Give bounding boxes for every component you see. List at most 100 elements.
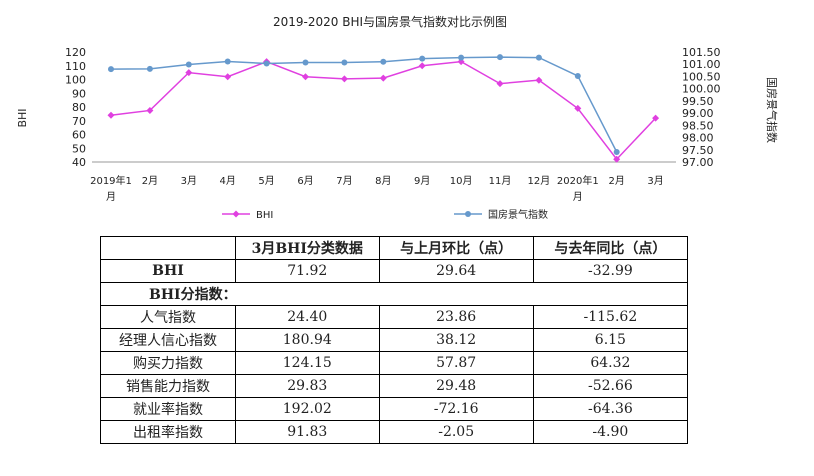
- table-cell: 180.94: [234, 328, 380, 352]
- bhi-data-point: [613, 155, 621, 163]
- table-cell: -64.36: [532, 397, 689, 421]
- table-cell: 销售能力指数: [100, 374, 236, 398]
- legend-guofang-marker: [465, 211, 471, 217]
- bhi-data-point: [107, 111, 115, 119]
- table-cell: -115.62: [532, 305, 689, 329]
- series-layer: [107, 54, 660, 163]
- table-cell: 64.32: [532, 351, 689, 375]
- right-axis-ticks: 97.0097.5098.0098.5099.0099.50100.00100.…: [682, 46, 721, 169]
- table-row-bhi: BHI 71.92 29.64 -32.99: [100, 259, 689, 283]
- table-row: 销售能力指数 29.83 29.48 -52.66: [100, 374, 689, 398]
- bhi-data-point: [418, 62, 426, 70]
- guofang-data-point: [185, 61, 192, 68]
- right-tick-label: 98.00: [682, 132, 714, 145]
- chart-title: 2019-2020 BHI与国房景气指数对比示例图: [273, 14, 507, 29]
- guofang-data-point: [380, 58, 387, 65]
- x-tick-label: 3月: [647, 175, 663, 187]
- x-tick-label: 12月: [528, 175, 551, 187]
- left-tick-label: 50: [72, 142, 86, 155]
- guofang-data-point: [574, 72, 581, 79]
- guofang-data-point: [146, 65, 153, 72]
- right-tick-label: 100.00: [682, 83, 721, 96]
- header-cell: [100, 236, 236, 260]
- table-header-row: 3月BHI分类数据 与上月环比（点） 与去年同比（点）: [100, 236, 689, 260]
- guofang-data-point: [458, 54, 465, 61]
- legend-bhi-label: BHI: [256, 210, 273, 221]
- right-tick-label: 101.50: [682, 46, 721, 59]
- left-tick-label: 40: [72, 156, 86, 169]
- table-row: 人气指数 24.40 23.86 -115.62: [100, 305, 689, 329]
- x-tick-label: 2月: [142, 175, 158, 187]
- legend-guofang-label: 国房景气指数: [488, 208, 548, 221]
- table-cell: 购买力指数: [100, 351, 236, 375]
- x-tick-label: 5月: [258, 175, 274, 187]
- left-tick-label: 100: [65, 74, 86, 87]
- legend: BHI 国房景气指数: [222, 208, 548, 221]
- x-tick-label: 4月: [220, 175, 236, 187]
- table-section-row: BHI分指数：: [100, 282, 688, 306]
- table-row: 购买力指数 124.15 57.87 64.32: [100, 351, 689, 375]
- guofang-data-point: [263, 60, 270, 67]
- bhi-data-point: [652, 114, 660, 122]
- right-tick-label: 100.50: [682, 70, 721, 83]
- left-tick-label: 80: [72, 101, 86, 114]
- x-tick-label: 9月: [414, 175, 430, 187]
- table-cell: 出租率指数: [100, 420, 236, 444]
- table-cell: 29.83: [234, 374, 380, 398]
- guofang-data-point: [108, 66, 114, 73]
- guofang-data-point: [341, 59, 348, 66]
- bhi-data-point: [185, 69, 193, 77]
- table-row: 就业率指数 192.02 -72.16 -64.36: [100, 397, 689, 421]
- legend-item-guofang: 国房景气指数: [454, 208, 548, 221]
- table-cell: 就业率指数: [100, 397, 236, 421]
- table-cell: -2.05: [378, 420, 534, 444]
- table-cell: 29.64: [378, 259, 534, 283]
- bhi-data-point: [379, 74, 387, 82]
- guofang-data-point: [302, 59, 309, 66]
- section-label: BHI分指数：: [100, 282, 688, 306]
- table-row: 出租率指数 91.83 -2.05 -4.90: [100, 420, 689, 444]
- table-cell: 24.40: [234, 305, 380, 329]
- guofang-data-point: [419, 55, 426, 62]
- bhi-data-point: [146, 106, 154, 114]
- table-cell: 71.92: [234, 259, 380, 283]
- legend-item-bhi: BHI: [222, 210, 273, 221]
- bhi-data-point: [496, 80, 504, 88]
- table-cell: 124.15: [234, 351, 380, 375]
- guofang-data-point: [497, 54, 503, 61]
- right-tick-label: 101.00: [682, 58, 721, 71]
- bhi-data-point: [535, 76, 543, 84]
- table-cell: 38.12: [378, 328, 534, 352]
- bhi-data-table: 3月BHI分类数据 与上月环比（点） 与去年同比（点） BHI 71.92 29…: [100, 236, 689, 444]
- header-cell: 与去年同比（点）: [532, 236, 689, 260]
- x-tick-label: 7月: [336, 175, 352, 187]
- bhi-data-point: [302, 73, 309, 81]
- left-tick-label: 110: [65, 60, 86, 73]
- table-cell: 6.15: [532, 328, 689, 352]
- table-cell: -32.99: [532, 259, 689, 283]
- table-cell: 57.87: [378, 351, 534, 375]
- table-cell: 23.86: [378, 305, 534, 329]
- table-row: 经理人信心指数 180.94 38.12 6.15: [100, 328, 689, 352]
- table-cell: -72.16: [378, 397, 534, 421]
- right-axis-label: 国房景气指数: [765, 77, 779, 143]
- table-cell: -52.66: [532, 374, 689, 398]
- x-tick-label: 2019年1: [90, 174, 132, 187]
- table-cell: 人气指数: [100, 305, 236, 329]
- x-tick-label: 11月: [489, 175, 512, 187]
- x-axis-ticks: 2019年1 月 2月 3月 4月 5月 6月 7月 8月 9月 10月 11月 12月 2020年1 月 2…: [90, 174, 664, 203]
- x-tick-label: 6月: [297, 175, 313, 187]
- x-tick-label: 8月: [375, 175, 391, 187]
- right-tick-label: 99.00: [682, 107, 714, 120]
- guofang-data-point: [613, 148, 620, 155]
- header-cell: 3月BHI分类数据: [234, 236, 380, 260]
- bhi-data-point: [340, 75, 348, 83]
- bhi-data-point: [224, 73, 232, 81]
- table-cell: 29.48: [378, 374, 534, 398]
- line-chart: 2019-2020 BHI与国房景气指数对比示例图 40506070809010…: [16, 14, 779, 221]
- table-cell: -4.90: [532, 420, 689, 444]
- x-tick-label-wrap: 月: [106, 191, 116, 203]
- left-tick-label: 70: [72, 115, 86, 128]
- right-tick-label: 98.50: [682, 119, 714, 132]
